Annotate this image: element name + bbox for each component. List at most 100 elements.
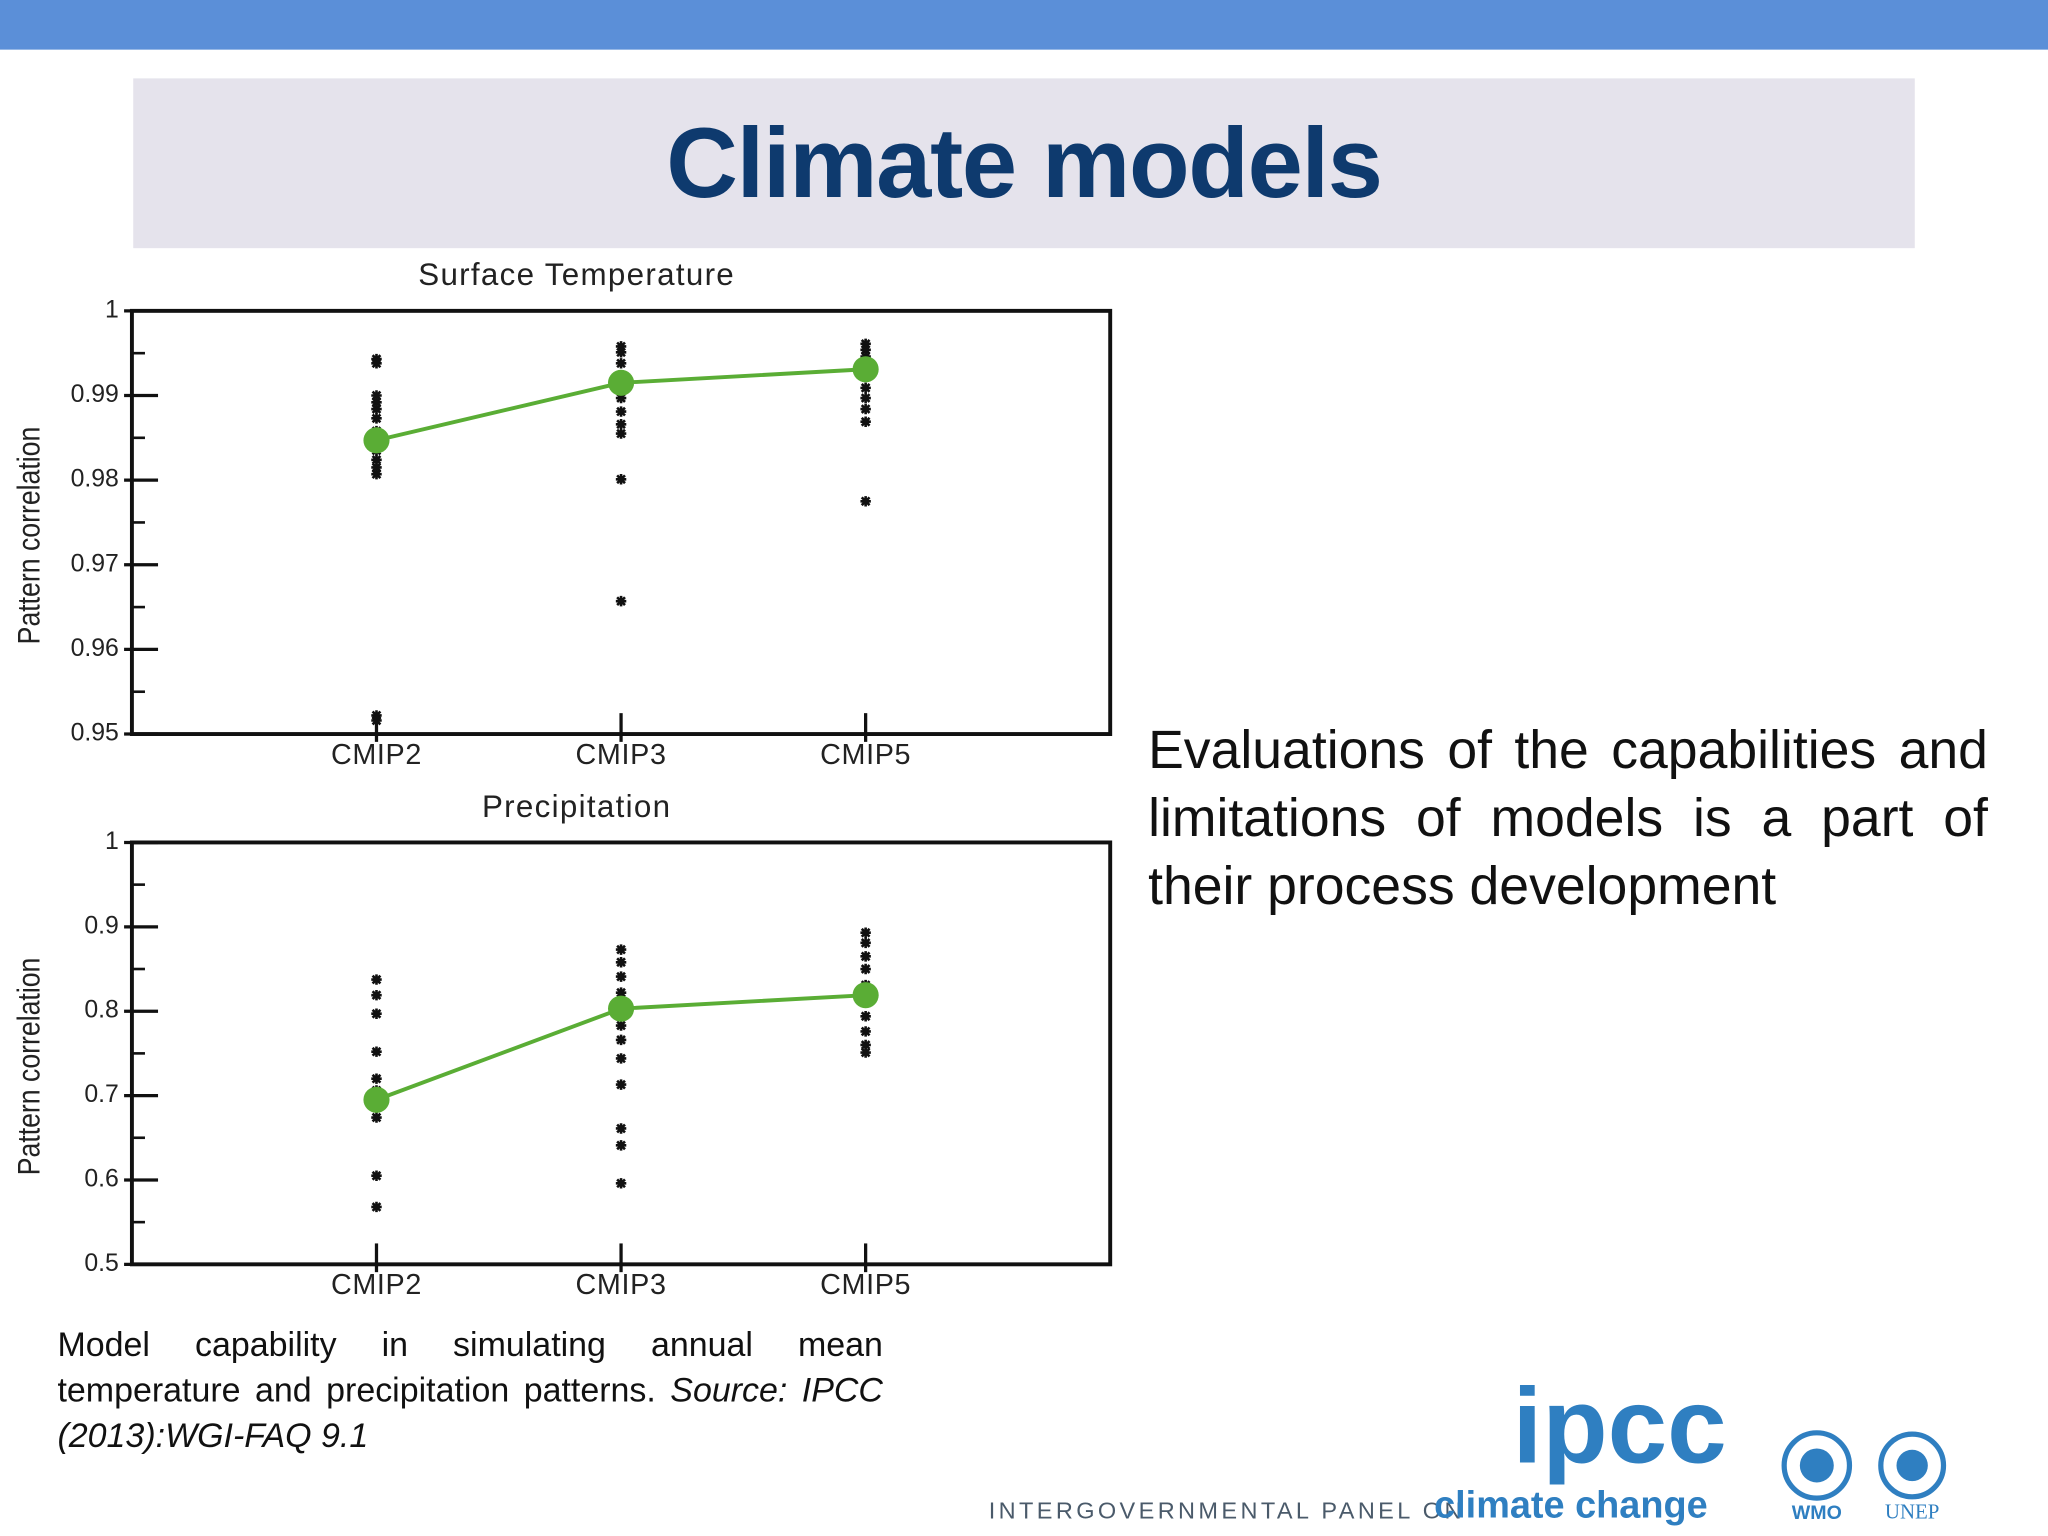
model-point (371, 390, 382, 401)
model-point (371, 413, 382, 424)
x-tick-label: CMIP5 (820, 1269, 911, 1301)
model-point (371, 1201, 382, 1213)
model-point (860, 403, 871, 415)
chart-title: Surface Temperature (418, 257, 735, 292)
unep-emblem-globe (1896, 1449, 1928, 1482)
model-point (860, 1047, 871, 1058)
model-point (371, 1073, 382, 1084)
model-point (860, 1011, 871, 1022)
caption-source: Source: IPCC (2013):WGI-FAQ 9.1 (57, 1370, 883, 1456)
mean-point (607, 995, 635, 1022)
logo-ipcc: ipcc (1512, 1365, 1726, 1485)
model-point (860, 1026, 871, 1037)
model-point (860, 937, 871, 949)
y-tick-label: 1 (105, 828, 119, 855)
model-point (615, 1053, 627, 1064)
mean-point (852, 982, 879, 1009)
model-point (615, 347, 627, 358)
body-text: Evaluations of the capabilities and limi… (1148, 719, 1988, 916)
top-band (0, 0, 2048, 50)
mean-point (607, 369, 635, 396)
title-box (133, 78, 1915, 249)
model-point (615, 1140, 627, 1151)
model-point (860, 338, 871, 350)
slide-title: Climate models (666, 108, 1383, 220)
model-point (615, 406, 627, 417)
model-point (860, 496, 871, 507)
model-point (615, 1020, 627, 1031)
mean-point (363, 1086, 390, 1113)
model-point (615, 944, 627, 955)
model-point (615, 428, 627, 439)
model-point (860, 392, 871, 404)
y-tick-label: 0.98 (71, 466, 119, 493)
y-tick-label: 0.5 (84, 1250, 118, 1277)
y-tick-label: 0.7 (84, 1081, 118, 1108)
model-point (371, 1046, 382, 1057)
unep-emblem (1878, 1431, 1947, 1500)
model-point (615, 358, 627, 369)
y-tick-label: 0.97 (71, 550, 119, 577)
y-tick-label: 0.95 (71, 720, 119, 747)
model-point (615, 392, 627, 404)
model-point (371, 468, 382, 480)
model-point (615, 957, 627, 968)
chart-title: Precipitation (482, 789, 671, 824)
caption-text: Model capability in simulating annual me… (57, 1324, 883, 1410)
x-tick-label: CMIP5 (820, 739, 911, 771)
x-tick-label: CMIP2 (331, 739, 422, 771)
logo: ipcc INTERGOVERNMENTAL PANEL ON climate … (989, 1365, 1947, 1526)
model-point (371, 397, 382, 408)
caption: Model capability in simulating annual me… (57, 1322, 882, 1459)
logo-climate: climate change (1434, 1484, 1708, 1526)
model-point (371, 454, 382, 466)
y-axis-label: Pattern correlation (13, 427, 47, 645)
mean-point (363, 427, 390, 454)
model-point (860, 927, 871, 938)
model-point (615, 971, 627, 982)
x-tick-label: CMIP2 (331, 1269, 422, 1301)
wmo-emblem (1781, 1430, 1853, 1501)
model-point (615, 341, 627, 352)
model-point (615, 419, 627, 430)
model-point (860, 1039, 871, 1051)
model-point (615, 474, 627, 485)
model-point (371, 1112, 382, 1123)
y-tick-label: 0.96 (71, 635, 119, 662)
model-point (371, 403, 382, 415)
model-point (860, 416, 871, 427)
logo-wmo: WMO (1792, 1502, 1842, 1524)
model-point (371, 1008, 382, 1019)
y-tick-label: 0.99 (71, 381, 119, 408)
y-tick-label: 1 (105, 296, 119, 323)
wmo-emblem-globe (1799, 1448, 1834, 1483)
model-point (371, 358, 382, 369)
y-tick-label: 0.8 (84, 997, 118, 1024)
model-point (615, 1178, 627, 1189)
mean-point (852, 356, 879, 383)
y-axis-label: Pattern correlation (13, 958, 47, 1176)
logo-panel: INTERGOVERNMENTAL PANEL ON (989, 1498, 1465, 1524)
model-point (371, 974, 382, 985)
y-tick-label: 0.6 (84, 1165, 118, 1192)
x-tick-label: CMIP3 (576, 1269, 667, 1301)
model-point (615, 1079, 627, 1090)
y-tick-label: 0.9 (84, 912, 118, 939)
model-point (860, 344, 871, 356)
model-point (371, 1170, 382, 1181)
model-point (860, 382, 871, 394)
model-point (860, 963, 871, 975)
model-point (860, 951, 871, 962)
model-point (615, 1034, 627, 1046)
model-point (615, 1123, 627, 1134)
model-point (615, 595, 627, 607)
model-point (371, 462, 382, 473)
x-tick-label: CMIP3 (576, 739, 667, 771)
logo-unep: UNEP (1885, 1500, 1940, 1524)
model-point (371, 715, 382, 726)
model-point (615, 987, 627, 998)
model-point (371, 989, 382, 1001)
